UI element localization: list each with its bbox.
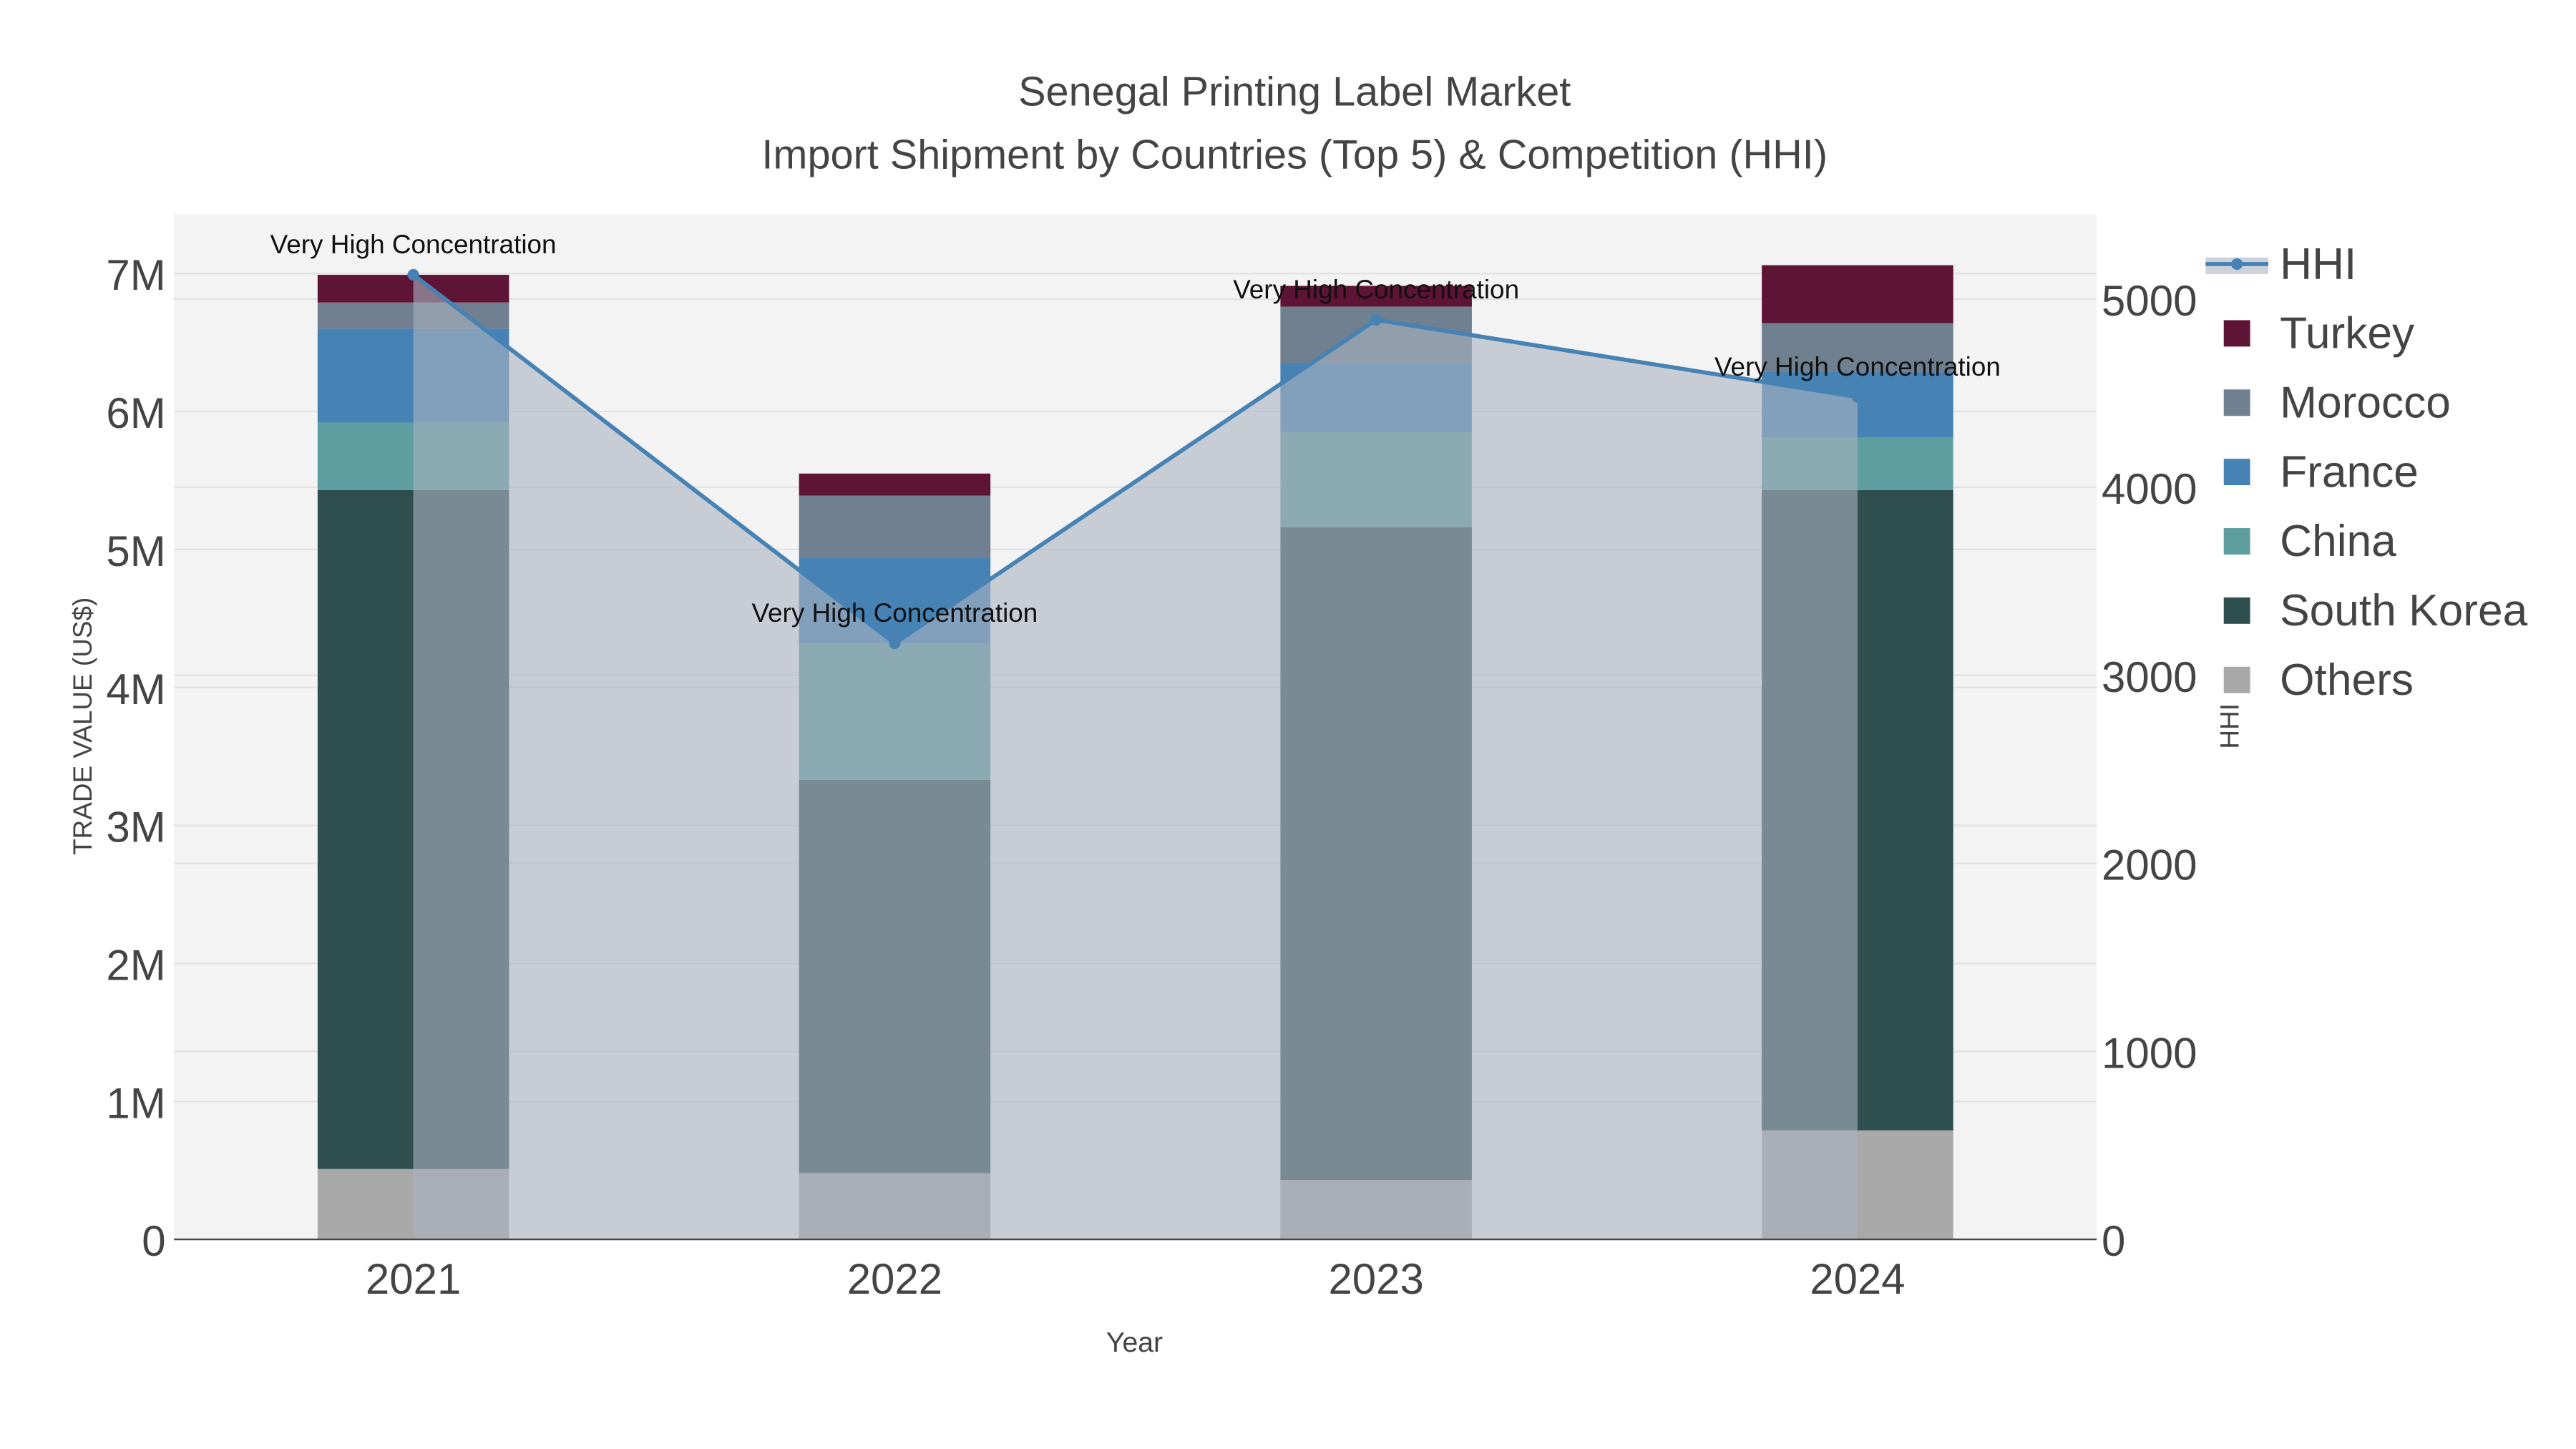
y2-tick-label: 3000 [2102,653,2197,701]
legend-label-hhi: HHI [2280,240,2356,289]
y2-tick-label: 0 [2102,1217,2125,1265]
bar-turkey-2024 [1762,265,1953,323]
x-tick-label: 2021 [366,1255,461,1303]
bar-morocco-2024 [1762,323,1953,372]
chart-title: Senegal Printing Label Market [1018,69,1571,115]
bar-turkey-2022 [799,473,991,496]
y2-tick-label: 4000 [2102,465,2197,513]
y2-axis-title: HHI [2215,703,2244,749]
y-tick-label: 7M [106,251,165,299]
hhi-annotation: Very High Concentration [270,230,557,259]
legend-label-south-korea: South Korea [2280,586,2528,635]
y-tick-label: 1M [106,1079,165,1127]
hhi-point-2021 [407,268,419,280]
legend-swatch-china [2223,528,2250,555]
legend-label-france: France [2280,447,2419,497]
y-tick-label: 6M [106,389,165,437]
chart-subtitle: Import Shipment by Countries (Top 5) & C… [761,132,1828,177]
hhi-annotation: Very High Concentration [751,598,1038,628]
legend-label-turkey: Turkey [2280,309,2415,358]
legend-label-china: China [2280,517,2396,566]
y-tick-label: 2M [106,941,165,989]
x-tick-label: 2022 [847,1255,942,1303]
bar-morocco-2022 [799,495,991,558]
hhi-point-2023 [1370,313,1382,326]
hhi-point-2024 [1851,391,1864,403]
y2-tick-label: 5000 [2102,277,2197,325]
y2-tick-label: 1000 [2102,1029,2197,1077]
y-tick-label: 3M [106,804,165,852]
x-tick-label: 2023 [1328,1255,1423,1303]
legend-swatch-turkey [2223,320,2250,347]
legend-swatch-morocco [2223,389,2250,416]
hhi-point-2022 [889,637,901,650]
hhi-annotation: Very High Concentration [1714,352,2001,381]
bar-turkey-2023 [1280,286,1472,307]
legend-label-morocco: Morocco [2280,379,2451,428]
y-tick-label: 5M [106,527,165,575]
legend-swatch-others [2223,666,2250,693]
y2-tick-label: 2000 [2102,841,2197,889]
x-tick-label: 2024 [1810,1255,1905,1303]
hhi-area [413,274,1858,1240]
hhi-annotation: Very High Concentration [1233,275,1519,304]
legend-hhi-marker-icon [2231,258,2243,270]
x-axis-title: Year [1106,1327,1163,1358]
y-tick-label: 0 [142,1217,165,1265]
y-axis-title: TRADE VALUE (US$) [68,597,97,855]
legend-label-others: Others [2280,655,2414,705]
hhi-line [411,273,1858,646]
legend-swatch-south-korea [2223,597,2250,624]
y-tick-label: 4M [106,665,165,713]
legend-swatch-france [2223,459,2250,486]
